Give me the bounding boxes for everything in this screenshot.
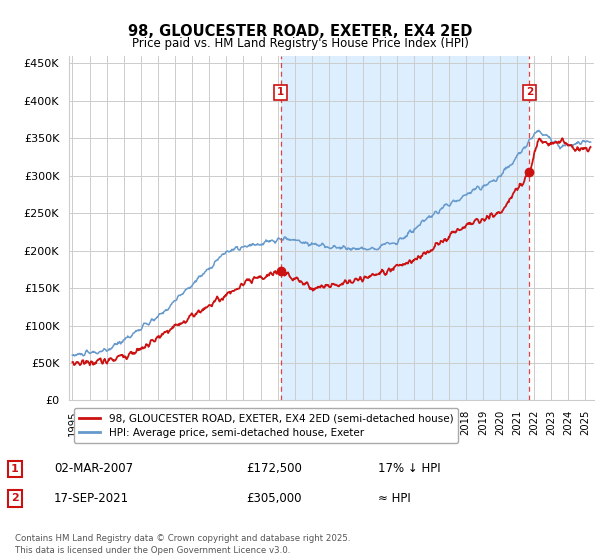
Text: 2: 2 xyxy=(526,87,533,97)
Text: Price paid vs. HM Land Registry's House Price Index (HPI): Price paid vs. HM Land Registry's House … xyxy=(131,37,469,50)
Text: £172,500: £172,500 xyxy=(246,462,302,475)
Text: 02-MAR-2007: 02-MAR-2007 xyxy=(54,462,133,475)
Text: 17-SEP-2021: 17-SEP-2021 xyxy=(54,492,129,505)
Text: £305,000: £305,000 xyxy=(246,492,302,505)
Bar xyxy=(281,56,529,400)
Text: 98, GLOUCESTER ROAD, EXETER, EX4 2ED: 98, GLOUCESTER ROAD, EXETER, EX4 2ED xyxy=(128,24,472,39)
Text: 1: 1 xyxy=(277,87,284,97)
Text: Contains HM Land Registry data © Crown copyright and database right 2025.
This d: Contains HM Land Registry data © Crown c… xyxy=(15,534,350,555)
Text: 2: 2 xyxy=(11,493,19,503)
Text: 17% ↓ HPI: 17% ↓ HPI xyxy=(378,462,440,475)
Text: 1: 1 xyxy=(11,464,19,474)
Legend: 98, GLOUCESTER ROAD, EXETER, EX4 2ED (semi-detached house), HPI: Average price, : 98, GLOUCESTER ROAD, EXETER, EX4 2ED (se… xyxy=(74,408,458,443)
Text: ≈ HPI: ≈ HPI xyxy=(378,492,411,505)
